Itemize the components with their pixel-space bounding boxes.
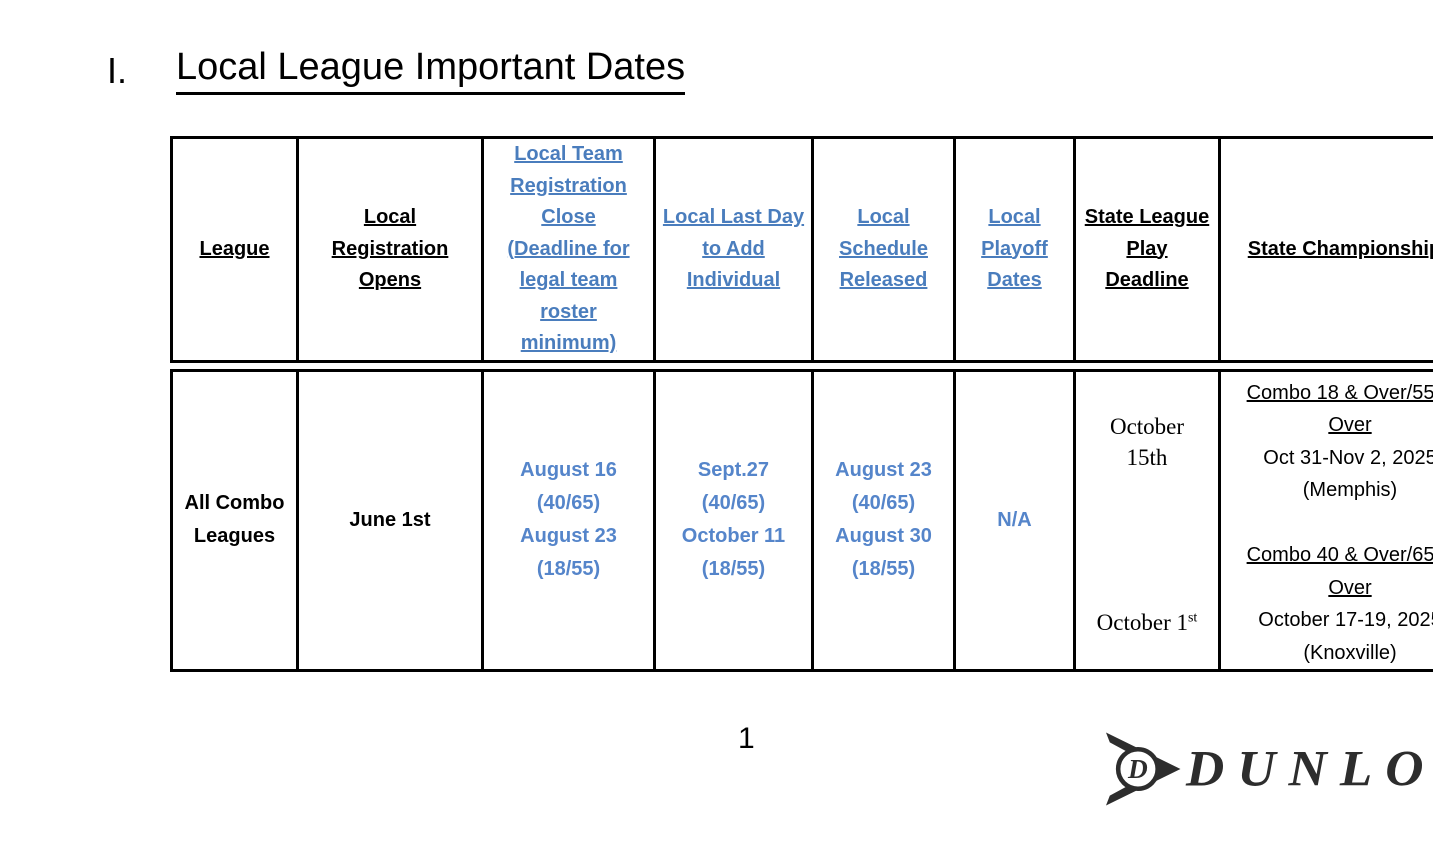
championship-2-venue: (Knoxville) [1303, 641, 1397, 664]
championship-1-date: Oct 31-Nov 2, 2025 [1263, 446, 1433, 469]
header-row: League Local Registration Opens Local Te… [170, 136, 1433, 363]
dunlop-logo: D DUNLOP [1106, 730, 1433, 808]
cell-league-value: All Combo Leagues [184, 492, 285, 548]
col-header-league: League [170, 136, 299, 363]
cell-team-registration-close: August 16 (40/65) August 23 (18/55) [481, 368, 656, 672]
col-header-state-play-deadline: State League Play Deadline [1073, 136, 1221, 363]
table-header: League Local Registration Opens Local Te… [170, 136, 1433, 363]
page-title: Local League Important Dates [176, 46, 686, 95]
important-dates-table: League Local Registration Opens Local Te… [170, 136, 1433, 672]
col-header-state-play-deadline-label: State League Play Deadline [1084, 206, 1210, 291]
cell-registration-opens: June 1st [296, 368, 484, 672]
ordinal-suffix: st [1187, 610, 1198, 626]
col-header-state-championships: State Championships [1218, 136, 1433, 363]
page-number: 1 [738, 722, 755, 755]
cell-last-day-to-add-value: Sept.27 (40/65) October 11 (18/55) [681, 459, 786, 581]
cell-state-play-deadline: October 15th October 1st [1073, 368, 1221, 672]
championship-1-venue: (Memphis) [1302, 479, 1398, 501]
svg-text:D: D [1127, 754, 1148, 784]
col-header-playoff-dates: Local Playoff Dates [953, 136, 1076, 363]
cell-playoff-dates-value: N/A [997, 508, 1032, 531]
col-header-team-registration-close-link[interactable]: Local Team Registration Close (Deadline … [507, 143, 630, 354]
cell-state-championships: Combo 18 & Over/55 & Over Oct 31-Nov 2, … [1218, 368, 1433, 672]
cell-schedule-released-value: August 23 (40/65) August 30 (18/55) [835, 459, 932, 581]
cell-last-day-to-add: Sept.27 (40/65) October 11 (18/55) [653, 368, 814, 672]
col-header-last-day-to-add: Local Last Day to Add Individual [653, 136, 814, 363]
cell-playoff-dates: N/A [953, 368, 1076, 672]
cell-team-registration-close-value: August 16 (40/65) August 23 (18/55) [520, 459, 617, 581]
col-header-playoff-dates-link[interactable]: Local Playoff Dates [981, 206, 1048, 291]
col-header-registration-opens-label: Local Registration Opens [331, 206, 449, 291]
col-header-state-championships-label: State Championships [1247, 237, 1433, 260]
col-header-team-registration-close: Local Team Registration Close (Deadline … [481, 136, 656, 363]
table-row: All Combo Leagues June 1st August 16 (40… [170, 368, 1433, 672]
cell-schedule-released: August 23 (40/65) August 30 (18/55) [811, 368, 956, 672]
state-deadline-second: October 1st [1096, 609, 1198, 635]
championship-2-name: Combo 40 & Over/65 & Over [1246, 544, 1433, 599]
col-header-schedule-released-link[interactable]: Local Schedule Released [839, 206, 928, 291]
table-body: All Combo Leagues June 1st August 16 (40… [170, 368, 1433, 673]
col-header-schedule-released: Local Schedule Released [811, 136, 956, 363]
col-header-league-label: League [199, 237, 270, 260]
cell-registration-opens-value: June 1st [349, 508, 431, 531]
state-play-deadline-content: October 15th October 1st [1078, 377, 1216, 664]
blank-line [1223, 507, 1433, 540]
dunlop-wordmark: DUNLOP [1186, 741, 1433, 797]
championship-1-name: Combo 18 & Over/55 & Over [1246, 381, 1433, 437]
col-header-last-day-to-add-link[interactable]: Local Last Day to Add Individual [662, 206, 805, 291]
dunlop-flying-d-icon: D [1106, 732, 1181, 806]
section-numeral: I. [107, 50, 128, 91]
championship-2-date: October 17-19, 2025 [1258, 609, 1433, 631]
col-header-registration-opens: Local Registration Opens [296, 136, 484, 363]
cell-league: All Combo Leagues [170, 368, 299, 672]
state-deadline-first: October 15th [1109, 413, 1185, 470]
state-championships-content: Combo 18 & Over/55 & Over Oct 31-Nov 2, … [1223, 373, 1433, 668]
